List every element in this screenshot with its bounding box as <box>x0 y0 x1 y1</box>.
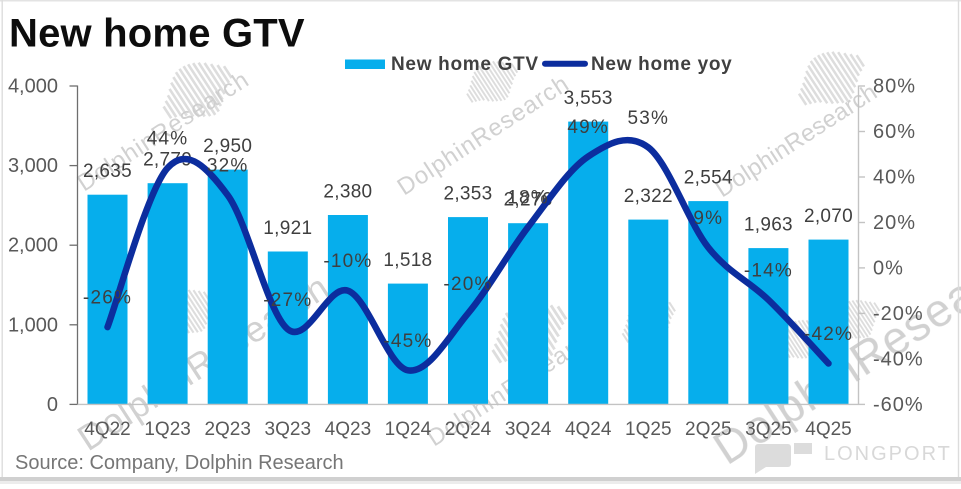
svg-text:1,921: 1,921 <box>263 218 312 239</box>
svg-text:40%: 40% <box>873 167 916 189</box>
svg-text:-60%: -60% <box>873 394 924 416</box>
svg-text:-14%: -14% <box>744 260 793 281</box>
svg-text:1Q23: 1Q23 <box>144 419 190 440</box>
svg-text:4Q22: 4Q22 <box>84 419 130 440</box>
svg-text:3Q25: 3Q25 <box>745 419 791 440</box>
svg-text:3,000: 3,000 <box>8 155 58 177</box>
svg-text:32%: 32% <box>207 156 249 177</box>
svg-text:New home GTV: New home GTV <box>9 12 305 56</box>
svg-text:2,779: 2,779 <box>143 150 192 171</box>
svg-text:Source: Company, Dolphin Resea: Source: Company, Dolphin Research <box>15 452 344 474</box>
svg-text:-20%: -20% <box>443 274 492 295</box>
svg-text:2Q23: 2Q23 <box>204 419 250 440</box>
svg-text:-10%: -10% <box>323 251 372 272</box>
svg-text:80%: 80% <box>873 76 916 98</box>
svg-text:2,353: 2,353 <box>443 184 492 205</box>
svg-text:1Q24: 1Q24 <box>385 419 432 440</box>
svg-text:49%: 49% <box>567 117 609 138</box>
svg-text:4Q23: 4Q23 <box>325 419 371 440</box>
svg-text:18%: 18% <box>507 188 549 209</box>
svg-text:3Q23: 3Q23 <box>265 419 311 440</box>
svg-text:1,963: 1,963 <box>744 215 793 236</box>
svg-text:2,554: 2,554 <box>684 168 733 189</box>
svg-text:2Q24: 2Q24 <box>445 419 492 440</box>
svg-text:New home yoy: New home yoy <box>591 54 732 75</box>
svg-text:2,322: 2,322 <box>624 186 673 207</box>
svg-text:2,000: 2,000 <box>8 235 58 257</box>
svg-text:4Q25: 4Q25 <box>805 419 851 440</box>
svg-text:0: 0 <box>47 394 58 416</box>
svg-text:-40%: -40% <box>873 348 924 370</box>
svg-text:3,553: 3,553 <box>564 88 613 109</box>
svg-text:-27%: -27% <box>263 290 312 311</box>
svg-text:-20%: -20% <box>873 303 924 325</box>
svg-text:2Q25: 2Q25 <box>685 419 731 440</box>
svg-text:2,950: 2,950 <box>203 136 252 157</box>
svg-text:1,000: 1,000 <box>8 314 58 336</box>
svg-text:44%: 44% <box>147 128 189 149</box>
svg-text:-26%: -26% <box>83 288 132 309</box>
svg-text:4,000: 4,000 <box>8 76 58 98</box>
svg-text:60%: 60% <box>873 121 916 143</box>
svg-text:0%: 0% <box>873 257 904 279</box>
svg-text:2,070: 2,070 <box>804 206 853 227</box>
svg-text:-42%: -42% <box>804 324 853 345</box>
svg-text:LONGPORT: LONGPORT <box>824 443 952 465</box>
svg-text:2,635: 2,635 <box>83 161 132 182</box>
svg-text:2,380: 2,380 <box>323 182 372 203</box>
svg-text:4Q24: 4Q24 <box>565 419 612 440</box>
svg-text:New home GTV: New home GTV <box>391 54 539 75</box>
svg-text:9%: 9% <box>693 208 723 229</box>
svg-text:20%: 20% <box>873 212 916 234</box>
svg-text:3Q24: 3Q24 <box>505 419 552 440</box>
svg-text:1Q25: 1Q25 <box>625 419 671 440</box>
svg-text:53%: 53% <box>627 108 669 129</box>
svg-text:-45%: -45% <box>383 331 432 352</box>
svg-text:1,518: 1,518 <box>383 250 432 271</box>
